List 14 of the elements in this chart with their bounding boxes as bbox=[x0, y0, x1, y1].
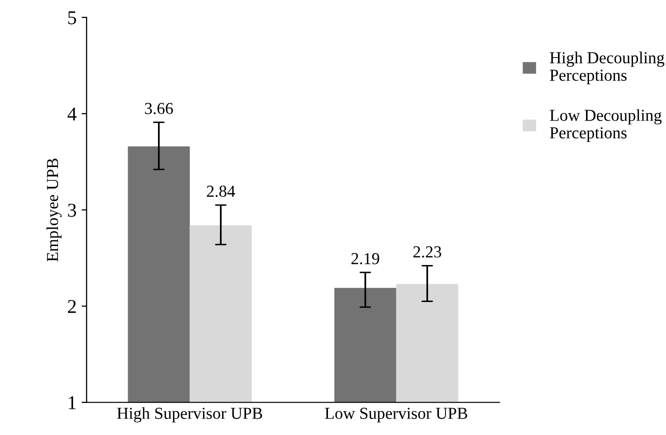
y-tick-label: 3 bbox=[68, 204, 76, 217]
data-label: 2.19 bbox=[351, 253, 380, 264]
y-axis-title: Employee UPB bbox=[46, 158, 62, 262]
y-tick-label: 4 bbox=[68, 108, 77, 120]
legend-label: Low Decoupling Perceptions bbox=[550, 109, 662, 142]
data-label: 2.23 bbox=[413, 246, 442, 258]
data-label: 3.66 bbox=[145, 102, 173, 114]
legend-label: High Decoupling Perceptions bbox=[550, 52, 664, 84]
y-tick-label: 5 bbox=[68, 11, 76, 24]
y-tick-label: 1 bbox=[68, 396, 76, 410]
x-tick-label: High Supervisor UPB bbox=[117, 407, 262, 422]
y-tick-label: 2 bbox=[68, 300, 76, 313]
data-label: 2.84 bbox=[206, 186, 236, 197]
x-tick-label: Low Supervisor UPB bbox=[324, 408, 468, 422]
